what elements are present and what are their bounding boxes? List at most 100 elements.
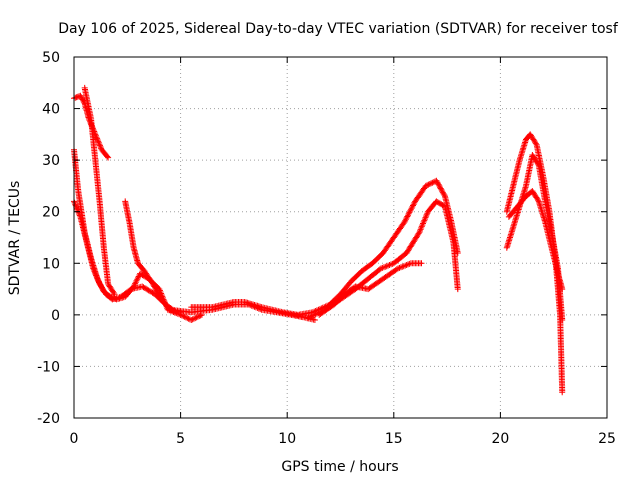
data-point [437, 185, 444, 192]
data-point [405, 210, 412, 217]
series-arc5 [122, 198, 184, 316]
x-tick-label: 20 [491, 431, 509, 447]
y-tick-label: 10 [42, 256, 60, 272]
data-point [532, 140, 539, 147]
data-point [156, 292, 163, 299]
data-point [424, 182, 431, 189]
data-point [425, 181, 432, 188]
data-point [151, 283, 158, 290]
data-point [437, 184, 443, 191]
data-point [184, 315, 191, 322]
data-point [311, 317, 318, 323]
series-arc10 [316, 260, 425, 318]
data-point [105, 154, 112, 161]
chart-title: Day 106 of 2025, Sidereal Day-to-day VTE… [58, 21, 619, 37]
data-point [535, 197, 541, 204]
data-point [403, 214, 410, 221]
data-points [71, 84, 566, 396]
data-point [110, 289, 117, 296]
data-point [439, 188, 446, 195]
data-point [92, 271, 99, 278]
series-arc4 [81, 84, 118, 298]
data-point [190, 315, 197, 322]
data-point [127, 286, 134, 293]
data-point [181, 313, 188, 320]
data-point [97, 142, 103, 149]
grid-lines [74, 57, 607, 418]
data-point [157, 293, 163, 300]
data-point [94, 276, 101, 283]
data-point [415, 230, 422, 237]
data-point [420, 219, 427, 225]
data-point [396, 264, 403, 271]
data-point [193, 314, 200, 321]
data-point [438, 186, 445, 193]
y-tick-label: 50 [42, 50, 60, 66]
data-point [194, 313, 201, 320]
data-point [93, 134, 100, 141]
y-tick-label: 0 [51, 308, 60, 324]
data-point [410, 201, 417, 208]
data-point [73, 205, 80, 212]
x-tick-label: 5 [176, 431, 185, 447]
data-point [91, 269, 98, 276]
data-point [182, 314, 189, 321]
data-point [93, 272, 100, 279]
data-point [559, 389, 566, 396]
data-point [434, 180, 441, 187]
data-point [405, 212, 411, 219]
data-point [408, 205, 415, 212]
data-point [402, 216, 409, 223]
data-point [426, 181, 433, 187]
x-tick-label: 25 [598, 431, 616, 447]
data-point [418, 260, 425, 267]
data-point [309, 312, 316, 319]
x-tick-label: 15 [385, 431, 403, 447]
data-point [152, 284, 158, 291]
data-point [305, 314, 312, 321]
data-point [95, 278, 102, 285]
series-arc9 [305, 198, 461, 321]
data-point [397, 264, 404, 271]
data-point [436, 182, 443, 189]
data-point [192, 315, 199, 322]
data-point [380, 264, 387, 271]
data-point [111, 291, 118, 298]
data-point [96, 279, 102, 286]
data-point [76, 212, 83, 219]
data-point [132, 279, 139, 286]
data-point [418, 223, 425, 230]
data-point [189, 316, 196, 323]
data-point [454, 286, 461, 293]
y-tick-label: 20 [42, 205, 60, 221]
y-axis-label: SDTVAR / TECUs [7, 181, 23, 296]
series-arc13 [505, 188, 566, 293]
data-point [410, 202, 416, 209]
data-point [383, 263, 390, 270]
data-point [435, 181, 442, 188]
data-point [407, 206, 414, 213]
data-point [93, 273, 100, 280]
data-point [409, 203, 416, 210]
data-point [96, 141, 103, 148]
series-arc7 [188, 299, 301, 318]
y-tick-label: 40 [42, 102, 60, 118]
data-point [416, 229, 423, 236]
y-tick-label: -20 [37, 411, 60, 427]
data-point [95, 139, 102, 146]
data-point [135, 274, 141, 281]
data-point [308, 313, 315, 320]
data-point [423, 213, 430, 220]
axis-ticks: 0 5 10 15 20 25 -20 -10 0 10 20 30 40 50 [37, 50, 616, 447]
x-axis-label: GPS time / hours [281, 459, 398, 475]
data-point [404, 213, 411, 220]
data-point [154, 289, 161, 296]
data-point [559, 286, 566, 293]
series-arc2 [71, 146, 205, 323]
data-point [422, 182, 429, 189]
x-tick-label: 0 [70, 431, 79, 447]
data-point [428, 180, 435, 187]
data-point [403, 262, 410, 268]
data-point [402, 217, 409, 224]
